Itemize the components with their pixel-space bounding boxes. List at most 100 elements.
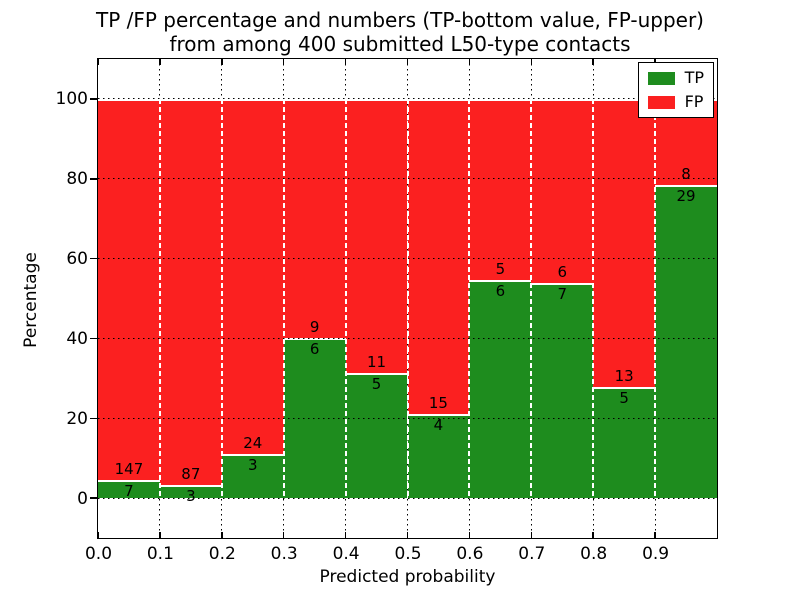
fp-count-label: 5 xyxy=(495,260,506,279)
y-tick-label: 100 xyxy=(55,89,88,110)
legend-label-tp: TP xyxy=(684,68,704,87)
x-tick-label: 0.0 xyxy=(84,544,113,564)
x-tick-mark xyxy=(97,59,99,65)
legend-entry-tp: TP xyxy=(647,68,704,87)
bar-fp-segment xyxy=(159,98,222,485)
bar-fp-segment xyxy=(98,98,160,480)
tp-count-label: 5 xyxy=(371,375,382,394)
fp-count-label: 15 xyxy=(428,394,448,413)
y-tick-label: 40 xyxy=(66,328,88,349)
bar-tp-segment xyxy=(221,453,284,499)
y-tick-label: 20 xyxy=(66,408,88,429)
x-tick-mark xyxy=(530,59,533,65)
bar-separator xyxy=(220,98,223,499)
legend-swatch-tp-icon xyxy=(647,71,675,85)
fp-count-label: 147 xyxy=(114,459,144,478)
bar-fp-segment xyxy=(407,98,470,415)
tp-count-label: 7 xyxy=(124,481,134,500)
x-tick-mark xyxy=(159,59,161,65)
x-tick-mark xyxy=(530,532,533,538)
bar-tp-segment xyxy=(159,484,222,499)
bar-fp-segment xyxy=(531,98,594,284)
y-tick-label: 80 xyxy=(66,169,88,190)
horizontal-gridline xyxy=(98,417,717,419)
fp-count-label: 8 xyxy=(681,165,691,184)
tp-count-label: 6 xyxy=(309,340,320,359)
y-tick-label: 60 xyxy=(66,249,88,270)
bar-separator xyxy=(282,98,285,499)
bar-tp-segment xyxy=(98,479,160,499)
bar-fp-segment xyxy=(283,98,346,339)
horizontal-gridline xyxy=(98,98,717,100)
horizontal-gridline xyxy=(98,497,717,499)
chart-title: TP /FP percentage and numbers (TP-bottom… xyxy=(0,8,800,56)
x-tick-label: 0.5 xyxy=(394,544,422,564)
y-tick-mark xyxy=(90,337,97,340)
x-tick-label: 0.6 xyxy=(456,544,484,564)
x-tick-label: 0.3 xyxy=(270,544,298,564)
x-tick-mark xyxy=(468,59,471,65)
y-tick-mark xyxy=(90,98,97,100)
fp-count-label: 24 xyxy=(243,433,263,452)
plot-area: TP FP 147 7 87 3 24 3 9 6 11 5 15 4 5 6 6 7 13 5 8 29 xyxy=(90,58,718,539)
x-axis-label: Predicted probability xyxy=(319,567,496,587)
x-tick-label: 0.8 xyxy=(580,544,608,564)
tp-count-label: 29 xyxy=(676,187,696,206)
bar-separator xyxy=(344,98,347,499)
x-tick-mark xyxy=(159,532,161,538)
bar-fp-segment xyxy=(593,98,656,388)
x-tick-mark xyxy=(344,532,347,538)
chart-title-line2: from among 400 submitted L50-type contac… xyxy=(169,32,631,56)
x-tick-mark xyxy=(344,59,347,65)
fp-count-label: 13 xyxy=(614,367,634,386)
x-tick-label: 0.4 xyxy=(332,544,360,564)
y-tick-mark xyxy=(90,257,97,260)
tp-count-label: 5 xyxy=(619,389,629,408)
x-tick-mark xyxy=(221,532,223,538)
bar-separator xyxy=(468,98,471,499)
bar-separator xyxy=(530,98,533,499)
bar-separator xyxy=(406,98,409,499)
x-tick-mark xyxy=(592,532,594,538)
bar-tp-segment xyxy=(531,283,594,499)
tp-count-label: 3 xyxy=(247,455,258,474)
tp-count-label: 4 xyxy=(433,416,444,435)
x-tick-mark xyxy=(282,59,285,65)
x-tick-mark xyxy=(468,532,471,538)
x-tick-mark xyxy=(654,532,656,538)
x-tick-mark xyxy=(406,59,409,65)
horizontal-gridline xyxy=(98,178,717,180)
x-tick-label: 0.1 xyxy=(146,544,174,564)
bar-tp-segment xyxy=(345,373,408,499)
y-tick-mark xyxy=(90,417,97,419)
legend-swatch-fp-icon xyxy=(647,95,675,109)
legend-label-fp: FP xyxy=(684,92,704,111)
bar-tp-segment xyxy=(407,414,470,499)
fp-count-label: 9 xyxy=(309,318,320,337)
chart-title-line1: TP /FP percentage and numbers (TP-bottom… xyxy=(96,8,704,32)
x-tick-mark xyxy=(221,59,223,65)
x-tick-mark xyxy=(97,532,99,538)
bar-fp-segment xyxy=(221,98,284,454)
x-tick-label: 0.2 xyxy=(208,544,236,564)
x-tick-mark xyxy=(282,532,285,538)
bar-separator xyxy=(158,98,161,499)
y-tick-mark xyxy=(90,178,97,180)
bar-fp-segment xyxy=(345,98,408,374)
y-tick-mark xyxy=(90,497,97,499)
fp-count-label: 11 xyxy=(367,353,387,372)
tp-count-label: 3 xyxy=(186,486,196,505)
legend-entry-fp: FP xyxy=(647,92,704,111)
bar-separator xyxy=(592,98,595,499)
x-tick-mark xyxy=(592,59,594,65)
bar-tp-segment xyxy=(469,280,532,499)
tp-count-label: 7 xyxy=(557,285,568,304)
bar-tp-segment xyxy=(593,387,656,499)
y-tick-label: 0 xyxy=(77,488,88,509)
x-tick-label: 0.9 xyxy=(642,544,670,564)
tp-count-label: 6 xyxy=(495,282,506,301)
bar-tp-segment xyxy=(655,185,717,499)
fp-count-label: 87 xyxy=(181,464,201,483)
horizontal-gridline xyxy=(98,258,717,260)
